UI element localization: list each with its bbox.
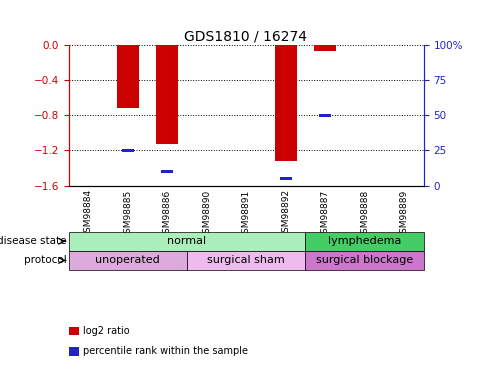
Bar bbox=[117, 45, 139, 108]
Text: percentile rank within the sample: percentile rank within the sample bbox=[83, 346, 248, 356]
Bar bbox=[69, 251, 187, 270]
Bar bbox=[305, 251, 424, 270]
Text: GSM98891: GSM98891 bbox=[242, 189, 251, 238]
Bar bbox=[161, 170, 173, 173]
Bar bbox=[187, 251, 305, 270]
Bar bbox=[156, 45, 178, 144]
Text: GSM98890: GSM98890 bbox=[202, 189, 211, 238]
Text: GSM98889: GSM98889 bbox=[400, 189, 409, 238]
Text: GDS1810 / 16274: GDS1810 / 16274 bbox=[183, 30, 307, 44]
Text: log2 ratio: log2 ratio bbox=[83, 326, 130, 336]
Text: surgical blockage: surgical blockage bbox=[316, 255, 413, 266]
Text: protocol: protocol bbox=[24, 255, 67, 266]
Text: lymphedema: lymphedema bbox=[328, 236, 401, 246]
Text: disease state: disease state bbox=[0, 236, 67, 246]
Text: GSM98886: GSM98886 bbox=[163, 189, 172, 238]
Bar bbox=[314, 45, 336, 51]
Bar bbox=[319, 114, 331, 117]
Bar bbox=[275, 45, 296, 161]
Text: unoperated: unoperated bbox=[96, 255, 160, 266]
Text: GSM98888: GSM98888 bbox=[360, 189, 369, 238]
Bar bbox=[305, 232, 424, 251]
Text: GSM98892: GSM98892 bbox=[281, 189, 290, 238]
Text: surgical sham: surgical sham bbox=[207, 255, 285, 266]
Bar bbox=[69, 232, 305, 251]
Bar bbox=[280, 177, 292, 180]
Text: GSM98885: GSM98885 bbox=[123, 189, 132, 238]
Text: normal: normal bbox=[168, 236, 207, 246]
Text: GSM98884: GSM98884 bbox=[84, 189, 93, 238]
Bar bbox=[122, 149, 134, 152]
Text: GSM98887: GSM98887 bbox=[320, 189, 330, 238]
